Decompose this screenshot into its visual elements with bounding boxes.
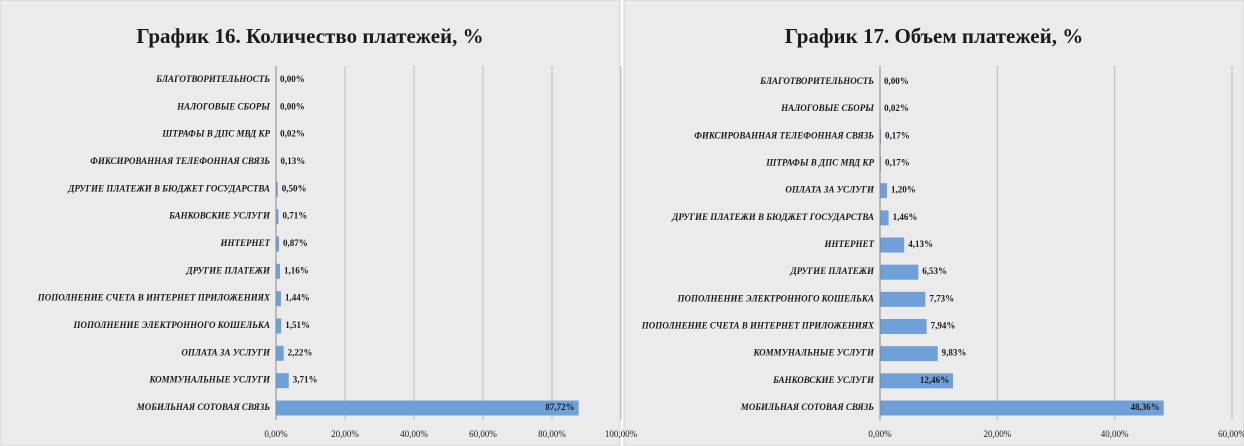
- chart-title: График 17. Объем платежей, %: [785, 24, 1083, 48]
- value-label: 0,87%: [283, 238, 308, 248]
- value-label: 0,02%: [884, 103, 909, 113]
- category-label: ФИКСИРОВАННАЯ ТЕЛЕФОННАЯ СВЯЗЬ: [694, 130, 874, 140]
- bar: [880, 319, 927, 334]
- x-tick-label: 40,00%: [1101, 429, 1129, 439]
- category-label: МОБИЛЬНАЯ СОТОВАЯ СВЯЗЬ: [740, 402, 875, 412]
- category-label: ДРУГИЕ ПЛАТЕЖИ В БЮДЖЕТ ГОСУДАРСТВА: [67, 183, 270, 193]
- category-label: КОММУНАЛЬНЫЕ УСЛУГИ: [148, 375, 271, 385]
- category-label: МОБИЛЬНАЯ СОТОВАЯ СВЯЗЬ: [136, 402, 271, 412]
- value-label: 7,94%: [931, 321, 956, 331]
- value-label: 2,22%: [288, 347, 313, 357]
- value-label: 0,17%: [885, 130, 910, 140]
- bar: [880, 346, 938, 362]
- x-tick-label: 20,00%: [983, 429, 1011, 439]
- category-label: ПОПОЛНЕНИЕ ЭЛЕКТРОННОГО КОШЕЛЬКА: [73, 320, 270, 330]
- value-label: 48,36%: [1130, 402, 1159, 412]
- category-label: ИНТЕРНЕТ: [220, 238, 271, 248]
- value-label: 0,00%: [884, 76, 909, 86]
- category-label: ПОПОЛНЕНИЕ СЧЕТА В ИНТЕРНЕТ ПРИЛОЖЕНИЯХ: [37, 293, 271, 303]
- x-tick-label: 0,00%: [264, 429, 288, 439]
- bar: [880, 291, 926, 307]
- value-label: 7,73%: [929, 293, 954, 303]
- panel: [0, 0, 621, 446]
- x-tick-label: 80,00%: [538, 429, 566, 439]
- category-label: ДРУГИЕ ПЛАТЕЖИ В БЮДЖЕТ ГОСУДАРСТВА: [671, 212, 874, 222]
- x-tick-label: 40,00%: [400, 429, 428, 439]
- bar: [880, 237, 905, 253]
- bar: [276, 291, 281, 307]
- value-label: 6,53%: [922, 266, 947, 276]
- category-label: БЛАГОТВОРИТЕЛЬНОСТЬ: [759, 76, 874, 86]
- category-label: ШТРАФЫ В ДПС МВД КР: [161, 129, 270, 139]
- value-label: 1,51%: [285, 320, 310, 330]
- bar: [276, 345, 284, 361]
- category-label: ДРУГИЕ ПЛАТЕЖИ: [185, 265, 271, 275]
- bar: [880, 264, 919, 280]
- value-label: 1,16%: [284, 265, 309, 275]
- value-label: 0,13%: [280, 156, 305, 166]
- value-label: 1,44%: [285, 293, 310, 303]
- panel: [623, 0, 1244, 446]
- value-label: 0,00%: [280, 74, 305, 84]
- x-tick-label: 20,00%: [331, 429, 359, 439]
- value-label: 0,00%: [280, 101, 305, 111]
- bar: [276, 181, 278, 197]
- bar: [276, 209, 279, 225]
- category-label: ОПЛАТА ЗА УСЛУГИ: [181, 347, 271, 357]
- value-label: 1,20%: [891, 185, 916, 195]
- category-label: БЛАГОТВОРИТЕЛЬНОСТЬ: [155, 74, 270, 84]
- value-label: 4,13%: [908, 239, 933, 249]
- x-tick-label: 100,00%: [605, 429, 638, 439]
- value-label: 87,72%: [545, 402, 574, 412]
- bar: [276, 263, 281, 279]
- category-label: БАНКОВСКИЕ УСЛУГИ: [772, 375, 875, 385]
- category-label: НАЛОГОВЫЕ СБОРЫ: [176, 101, 270, 111]
- x-tick-label: 0,00%: [868, 429, 892, 439]
- category-label: НАЛОГОВЫЕ СБОРЫ: [780, 103, 874, 113]
- category-label: ФИКСИРОВАННАЯ ТЕЛЕФОННАЯ СВЯЗЬ: [90, 156, 270, 166]
- value-label: 0,71%: [282, 211, 307, 221]
- value-label: 0,02%: [280, 129, 305, 139]
- bar: [880, 373, 954, 389]
- category-label: КОММУНАЛЬНЫЕ УСЛУГИ: [752, 348, 875, 358]
- value-label: 3,71%: [293, 375, 318, 385]
- bar: [276, 373, 289, 389]
- value-label: 1,46%: [893, 212, 918, 222]
- value-label: 0,50%: [282, 183, 307, 193]
- bar: [880, 183, 888, 199]
- category-label: ШТРАФЫ В ДПС МВД КР: [765, 158, 874, 168]
- bar: [880, 210, 889, 226]
- category-label: ПОПОЛНЕНИЕ ЭЛЕКТРОННОГО КОШЕЛЬКА: [677, 293, 874, 303]
- value-label: 0,17%: [885, 158, 910, 168]
- category-label: ОПЛАТА ЗА УСЛУГИ: [785, 185, 875, 195]
- category-label: ДРУГИЕ ПЛАТЕЖИ: [789, 266, 875, 276]
- bar: [276, 236, 280, 252]
- bar: [276, 318, 282, 334]
- value-label: 9,83%: [942, 348, 967, 358]
- category-label: ИНТЕРНЕТ: [824, 239, 875, 249]
- x-tick-label: 60,00%: [469, 429, 497, 439]
- x-tick-label: 60,00%: [1218, 429, 1244, 439]
- category-label: ПОПОЛНЕНИЕ СЧЕТА В ИНТЕРНЕТ ПРИЛОЖЕНИЯХ: [641, 321, 875, 331]
- category-label: БАНКОВСКИЕ УСЛУГИ: [168, 211, 271, 221]
- bar: [276, 400, 579, 416]
- value-label: 12,46%: [920, 375, 949, 385]
- chart-title: График 16. Количество платежей, %: [136, 24, 483, 48]
- bar: [880, 400, 1164, 416]
